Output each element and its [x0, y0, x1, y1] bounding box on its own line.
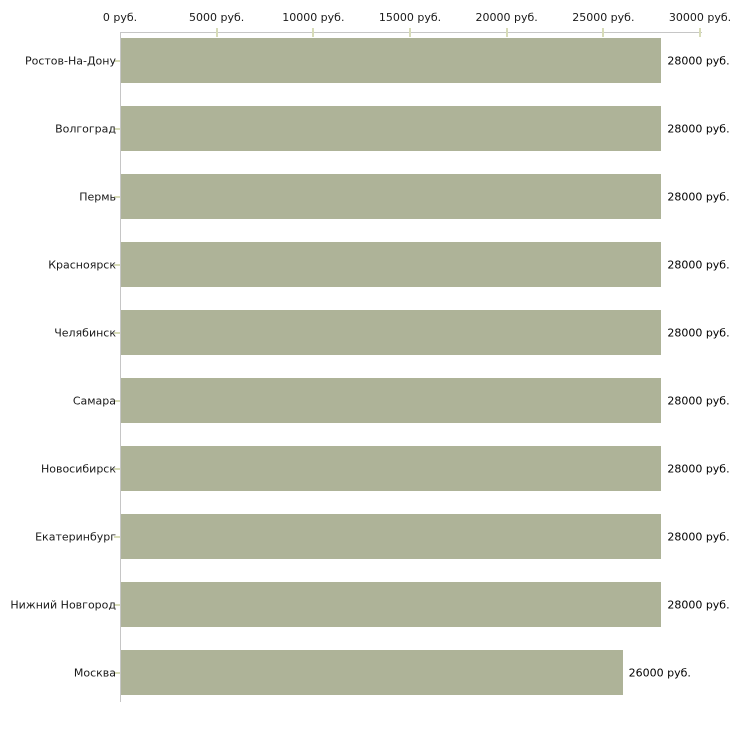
y-tick-mark	[114, 59, 120, 62]
category-label: Ростов-На-Дону	[24, 54, 116, 67]
y-tick-mark	[114, 671, 120, 674]
y-tick-mark	[114, 127, 120, 130]
bar-6[interactable]	[121, 446, 662, 491]
bar-0[interactable]	[121, 38, 662, 83]
bar-1[interactable]	[121, 106, 662, 151]
x-tick-label: 20000 руб.	[475, 11, 538, 24]
x-tick-mark	[505, 28, 508, 37]
value-label: 26000 руб.	[628, 666, 691, 679]
category-label: Волгоград	[55, 122, 116, 135]
value-label: 28000 руб.	[667, 122, 730, 135]
category-label: Москва	[73, 666, 116, 679]
x-tick-label: 30000 руб.	[668, 11, 730, 24]
value-label: 28000 руб.	[667, 326, 730, 339]
bar-2[interactable]	[121, 174, 662, 219]
y-axis-line	[120, 32, 121, 702]
value-label: 28000 руб.	[667, 190, 730, 203]
x-tick-mark	[699, 28, 701, 37]
y-tick-mark	[114, 603, 120, 606]
x-tick-label: 15000 руб.	[378, 11, 442, 24]
value-label: 28000 руб.	[667, 530, 730, 543]
value-label: 28000 руб.	[667, 258, 730, 271]
bar-8[interactable]	[121, 582, 662, 627]
bar-7[interactable]	[121, 514, 662, 559]
category-label: Челябинск	[54, 326, 116, 339]
x-axis-line	[120, 32, 702, 33]
bar-9[interactable]	[121, 650, 623, 695]
category-label: Нижний Новгород	[10, 598, 116, 611]
category-label: Новосибирск	[40, 462, 116, 475]
y-tick-mark	[114, 195, 120, 198]
x-tick-mark	[215, 28, 218, 37]
y-tick-mark	[114, 331, 120, 334]
bar-5[interactable]	[121, 378, 662, 423]
x-tick-label: 10000 руб.	[282, 11, 345, 24]
value-label: 28000 руб.	[667, 394, 730, 407]
y-tick-mark	[114, 467, 120, 470]
category-label: Пермь	[79, 190, 116, 203]
x-tick-mark	[312, 28, 315, 37]
category-label: Екатеринбург	[35, 530, 116, 543]
category-label: Красноярск	[48, 258, 116, 271]
x-tick-label: 0 руб.	[102, 11, 138, 24]
x-tick-mark	[409, 28, 411, 37]
y-tick-mark	[114, 263, 120, 266]
x-tick-mark	[602, 28, 605, 37]
value-label: 28000 руб.	[667, 462, 730, 475]
bar-3[interactable]	[121, 242, 662, 287]
x-tick-label: 5000 руб.	[189, 11, 245, 24]
bar-4[interactable]	[121, 310, 662, 355]
y-tick-mark	[114, 399, 120, 402]
value-label: 28000 руб.	[667, 54, 730, 67]
value-label: 28000 руб.	[667, 598, 730, 611]
x-tick-label: 25000 руб.	[572, 11, 635, 24]
y-tick-mark	[114, 535, 120, 538]
category-label: Самара	[72, 394, 116, 407]
